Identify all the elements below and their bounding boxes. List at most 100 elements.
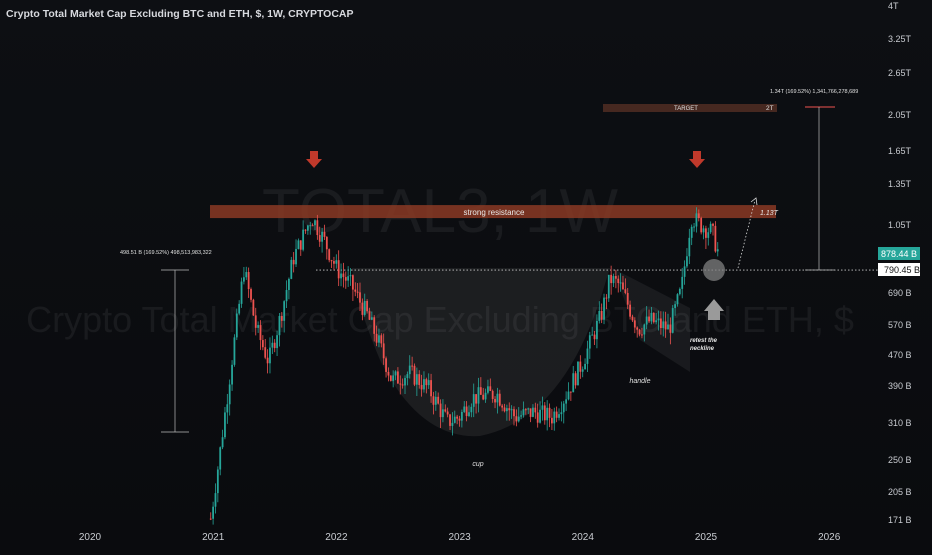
x-tick-label: 2020 [79, 532, 102, 543]
target-label: TARGET [674, 106, 698, 112]
candle [333, 261, 335, 264]
y-tick-label: 470 B [888, 350, 912, 360]
candle [351, 275, 354, 290]
candle [382, 343, 385, 359]
candle [643, 324, 646, 335]
retest-label-line1: retest the [690, 338, 718, 344]
candle [247, 272, 250, 290]
candle [482, 394, 485, 400]
measure-left-label: 498.51 B (169.52%) 498,513,983,322 [120, 250, 212, 256]
candle [280, 316, 283, 321]
candle [221, 437, 224, 448]
candle [214, 493, 217, 507]
candle [295, 248, 297, 265]
candle [671, 308, 674, 333]
y-tick-label: 690 B [888, 288, 912, 298]
candle [543, 405, 546, 421]
candle [631, 316, 634, 321]
candle [389, 375, 392, 381]
candle [709, 223, 712, 233]
candle [366, 300, 369, 312]
down-arrow-icon-left [306, 151, 322, 168]
candle [569, 391, 572, 393]
candle [458, 418, 461, 421]
x-tick-label: 2024 [572, 532, 595, 543]
neckline-price-label: 790.45 B [884, 265, 920, 275]
candle [477, 387, 480, 404]
candle [572, 373, 575, 393]
candle [264, 347, 267, 358]
candle [209, 518, 212, 520]
candle [449, 414, 451, 426]
candle [470, 406, 473, 413]
candle [681, 276, 684, 289]
candle [418, 374, 421, 385]
resistance-value: 1.13T [760, 210, 779, 217]
x-tick-label: 2025 [695, 532, 718, 543]
candle [498, 393, 501, 406]
candle [513, 409, 515, 417]
candle [690, 226, 693, 238]
candle [468, 412, 470, 417]
candle [475, 394, 477, 404]
candle [212, 506, 215, 519]
candle [325, 236, 328, 250]
down-arrow-icon-right [689, 151, 705, 168]
candle [408, 365, 411, 375]
candle [380, 335, 383, 344]
candle [387, 371, 390, 376]
candle [266, 357, 269, 364]
candle [669, 324, 672, 333]
projection-line [737, 199, 756, 269]
candle [686, 256, 688, 267]
candle [394, 371, 397, 376]
candle [271, 342, 274, 348]
candle [252, 299, 255, 316]
candle [219, 447, 222, 470]
candle [503, 407, 506, 412]
candle [536, 412, 539, 423]
target-value: 2T [766, 105, 774, 112]
candle [359, 292, 361, 303]
y-tick-label: 1.35T [888, 179, 912, 189]
candle [560, 412, 563, 415]
candle [297, 240, 300, 249]
candle [652, 312, 655, 323]
candle [304, 229, 307, 231]
candle [430, 380, 432, 397]
candle [453, 416, 456, 423]
candle [269, 347, 271, 364]
candle [370, 317, 373, 320]
candle [574, 373, 577, 386]
y-tick-label: 2.65T [888, 68, 912, 78]
candle [695, 213, 698, 227]
candle [529, 408, 532, 417]
target-band [603, 104, 777, 112]
chart-title: Crypto Total Market Cap Excluding BTC an… [6, 8, 354, 20]
candle [510, 409, 513, 411]
candle [648, 316, 650, 322]
current-price-label: 878.44 B [881, 249, 917, 259]
candle [657, 318, 660, 321]
candle [285, 290, 288, 302]
candle [603, 297, 605, 320]
candle [517, 416, 520, 422]
candle [216, 469, 219, 494]
candle [375, 333, 378, 343]
candle [702, 228, 705, 233]
candle [655, 320, 658, 323]
candle [257, 325, 260, 328]
candle [401, 384, 404, 386]
candle [425, 379, 428, 386]
candle [349, 275, 352, 277]
candle [501, 405, 504, 408]
candle [562, 403, 565, 413]
candle [610, 274, 613, 284]
candle [432, 396, 435, 405]
candle [707, 232, 710, 238]
candle [356, 291, 359, 293]
candle [678, 288, 681, 295]
candle [697, 213, 700, 219]
